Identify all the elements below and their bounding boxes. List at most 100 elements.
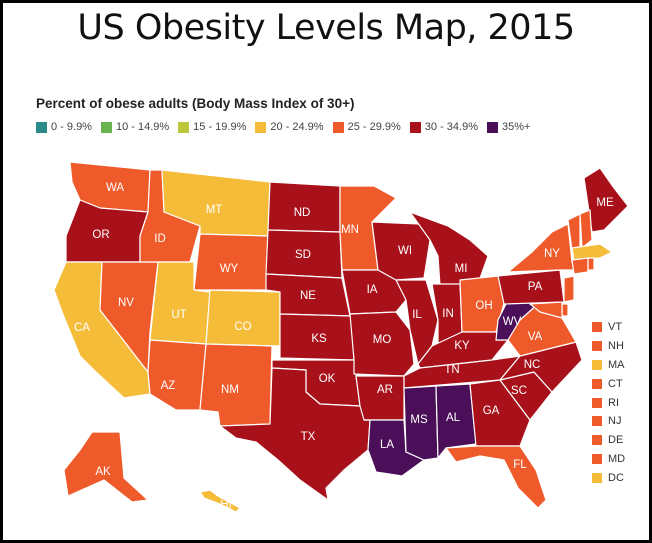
map-title: US Obesity Levels Map, 2015 — [77, 8, 575, 48]
state-label-ms: MS — [410, 414, 428, 426]
state-label-wy: WY — [220, 263, 239, 275]
state-label-ca: CA — [74, 322, 90, 334]
small-state-item: VT — [592, 318, 625, 337]
legend-item: 30 - 34.9% — [409, 121, 478, 133]
state-label-or: OR — [92, 229, 109, 241]
small-state-item: NJ — [592, 412, 625, 431]
small-state-label: CT — [608, 377, 623, 390]
legend-item: 15 - 19.9% — [178, 121, 246, 133]
state-label-la: LA — [380, 439, 394, 451]
state-label-ak: AK — [95, 466, 111, 478]
small-state-item: DC — [592, 468, 625, 487]
state-label-mi: MI — [455, 263, 468, 275]
state-label-ky: KY — [454, 340, 470, 352]
state-label-nm: NM — [221, 384, 239, 396]
state-label-wv: WV — [503, 316, 522, 328]
state-label-va: VA — [528, 331, 543, 343]
state-label-fl: FL — [513, 459, 527, 471]
small-state-label: NH — [608, 340, 624, 353]
state-label-sc: SC — [511, 385, 527, 397]
small-state-item: MA — [592, 356, 625, 375]
small-state-label: DC — [608, 471, 624, 484]
state-ga[interactable] — [469, 379, 531, 447]
state-az[interactable] — [147, 339, 207, 411]
legend-title: Percent of obese adults (Body Mass Index… — [36, 96, 355, 111]
state-label-wi: WI — [398, 245, 412, 257]
state-de[interactable] — [561, 303, 569, 317]
small-state-item: MD — [592, 450, 625, 469]
state-label-tn: TN — [444, 364, 459, 376]
small-state-label: MA — [608, 358, 625, 371]
state-label-tx: TX — [301, 431, 316, 443]
state-label-ar: AR — [377, 384, 393, 396]
legend-label: 0 - 9.9% — [51, 121, 92, 133]
state-label-in: IN — [442, 308, 454, 320]
small-state-swatch — [592, 472, 602, 483]
state-label-wa: WA — [106, 182, 124, 194]
state-nj[interactable] — [563, 275, 575, 303]
state-mo[interactable] — [349, 311, 415, 377]
small-state-label: DE — [608, 434, 624, 447]
legend-swatch — [36, 121, 47, 133]
state-la[interactable] — [363, 419, 425, 477]
state-label-mt: MT — [206, 204, 223, 216]
small-state-item: RI — [592, 393, 625, 412]
legend-item: 35%+ — [486, 121, 531, 133]
legend-item: 0 - 9.9% — [36, 121, 92, 133]
state-label-sd: SD — [295, 249, 311, 261]
state-label-ks: KS — [311, 333, 327, 345]
state-co[interactable] — [205, 289, 281, 347]
legend-swatch — [409, 121, 421, 133]
state-nh[interactable] — [579, 209, 593, 249]
legend-swatch — [486, 121, 498, 133]
legend: 0 - 9.9% 10 - 14.9% 15 - 19.9% 20 - 24.9% 25… — [36, 121, 530, 133]
state-label-nc: NC — [524, 359, 541, 371]
state-al[interactable] — [435, 383, 477, 459]
state-label-mo: MO — [373, 334, 392, 346]
state-label-nd: ND — [294, 207, 311, 219]
small-state-label: NJ — [608, 415, 622, 428]
state-ct[interactable] — [571, 257, 589, 275]
state-tx[interactable] — [219, 367, 371, 501]
legend-label: 35%+ — [501, 121, 531, 133]
state-md[interactable] — [529, 301, 563, 319]
state-ar[interactable] — [355, 375, 405, 421]
state-ms[interactable] — [403, 385, 439, 461]
state-label-ne: NE — [300, 290, 316, 302]
small-state-item: DE — [592, 431, 625, 450]
state-label-ia: IA — [367, 284, 378, 296]
state-label-ut: UT — [171, 309, 186, 321]
legend-swatch — [178, 121, 190, 133]
small-state-swatch — [592, 416, 602, 427]
legend-label: 20 - 24.9% — [270, 121, 324, 133]
state-ma[interactable] — [571, 243, 613, 261]
state-ri[interactable] — [587, 257, 595, 271]
state-label-pa: PA — [528, 281, 543, 293]
state-hi[interactable] — [199, 489, 241, 513]
state-label-id: ID — [154, 233, 166, 245]
state-label-ok: OK — [319, 373, 336, 385]
state-ny[interactable] — [507, 223, 577, 273]
small-state-item: CT — [592, 374, 625, 393]
small-state-swatch — [592, 322, 602, 333]
small-state-label: RI — [608, 396, 619, 409]
small-state-label: MD — [608, 452, 626, 465]
state-label-hi: HI — [220, 499, 232, 511]
state-fl[interactable] — [445, 445, 547, 509]
legend-label: 15 - 19.9% — [193, 121, 247, 133]
state-label-co: CO — [234, 321, 251, 333]
state-label-me: ME — [596, 197, 614, 209]
state-wy[interactable] — [193, 233, 269, 291]
small-state-swatch — [592, 341, 602, 352]
small-state-swatch — [592, 359, 602, 370]
small-state-label: VT — [608, 321, 623, 334]
legend-swatch — [100, 121, 112, 133]
legend-swatch — [255, 121, 267, 133]
state-label-ny: NY — [544, 248, 560, 260]
small-state-swatch — [592, 397, 602, 408]
state-label-oh: OH — [475, 300, 492, 312]
legend-label: 10 - 14.9% — [115, 121, 170, 133]
state-ak[interactable] — [63, 431, 149, 503]
state-label-nv: NV — [118, 297, 134, 309]
state-label-al: AL — [446, 412, 461, 424]
